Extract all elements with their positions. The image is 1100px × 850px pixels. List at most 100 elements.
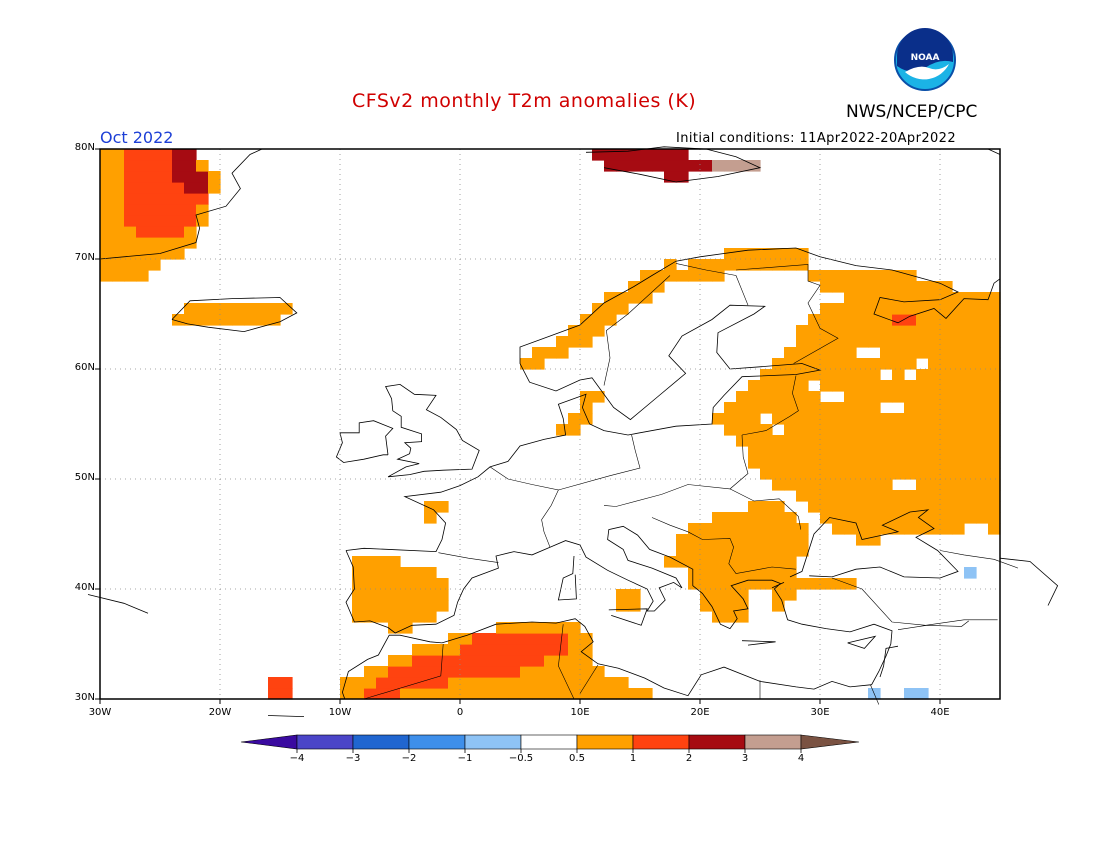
anomaly-cell bbox=[904, 281, 917, 293]
anomaly-cell bbox=[532, 347, 545, 359]
anomaly-cell bbox=[772, 369, 785, 381]
anomaly-cell bbox=[352, 677, 365, 689]
map-frame bbox=[99, 148, 1001, 700]
anomaly-cell bbox=[412, 600, 425, 612]
anomaly-cell bbox=[748, 534, 761, 546]
anomaly-cell bbox=[760, 391, 773, 403]
anomaly-cell bbox=[160, 149, 173, 161]
anomaly-cell bbox=[940, 479, 953, 491]
coastline bbox=[557, 555, 577, 601]
anomaly-cell bbox=[976, 292, 989, 304]
anomaly-cell bbox=[388, 655, 401, 667]
anomaly-cell bbox=[760, 457, 773, 469]
anomaly-cell bbox=[772, 523, 785, 535]
anomaly-cell bbox=[964, 457, 977, 469]
anomaly-cell bbox=[808, 270, 821, 282]
anomaly-cell bbox=[712, 413, 725, 425]
anomaly-cell bbox=[988, 325, 1001, 337]
anomaly-cell bbox=[184, 160, 197, 172]
anomaly-cell bbox=[652, 149, 665, 161]
anomaly-cell bbox=[724, 402, 737, 414]
anomaly-cell bbox=[520, 677, 533, 689]
anomaly-cell bbox=[940, 347, 953, 359]
anomaly-cell bbox=[136, 226, 149, 238]
colorbar-segment bbox=[688, 734, 746, 750]
anomaly-cell bbox=[844, 446, 857, 458]
anomaly-cell bbox=[928, 391, 941, 403]
anomaly-cell bbox=[952, 347, 965, 359]
anomaly-cell bbox=[568, 424, 581, 436]
anomaly-cell bbox=[832, 281, 845, 293]
anomaly-cell bbox=[580, 677, 593, 689]
anomaly-cell bbox=[268, 303, 281, 315]
anomaly-cell bbox=[952, 380, 965, 392]
anomaly-cell bbox=[952, 336, 965, 348]
anomaly-cell bbox=[748, 424, 761, 436]
anomaly-cell bbox=[172, 226, 185, 238]
anomaly-cell bbox=[676, 534, 689, 546]
anomaly-cell bbox=[808, 578, 821, 590]
anomaly-cell bbox=[988, 391, 1001, 403]
anomaly-cell bbox=[496, 644, 509, 656]
anomaly-cell bbox=[940, 314, 953, 326]
anomaly-cell bbox=[928, 314, 941, 326]
anomaly-cell bbox=[688, 259, 701, 271]
coastline bbox=[741, 640, 776, 646]
anomaly-cell bbox=[928, 424, 941, 436]
anomaly-cell bbox=[172, 215, 185, 227]
anomaly-cell bbox=[388, 688, 401, 700]
anomaly-cell bbox=[520, 688, 533, 700]
anomaly-cell bbox=[820, 468, 833, 480]
anomaly-cell bbox=[628, 688, 641, 700]
anomaly-cell bbox=[880, 391, 893, 403]
anomaly-cell bbox=[556, 666, 569, 678]
anomaly-cell bbox=[832, 578, 845, 590]
colorbar-arrow-high bbox=[800, 734, 860, 750]
anomaly-cell bbox=[100, 171, 113, 183]
anomaly-cell bbox=[112, 204, 125, 216]
anomaly-cell bbox=[508, 644, 521, 656]
anomaly-cell bbox=[832, 325, 845, 337]
anomaly-cell bbox=[868, 413, 881, 425]
anomaly-cell bbox=[244, 314, 257, 326]
anomaly-cell bbox=[760, 501, 773, 513]
anomaly-cell bbox=[880, 380, 893, 392]
country-border bbox=[897, 620, 969, 630]
anomaly-cell bbox=[628, 149, 641, 161]
anomaly-cell bbox=[844, 303, 857, 315]
anomaly-cell bbox=[868, 391, 881, 403]
anomaly-cell bbox=[772, 446, 785, 458]
anomaly-cell bbox=[784, 413, 797, 425]
anomaly-cell bbox=[844, 479, 857, 491]
anomaly-cell bbox=[736, 556, 749, 568]
anomaly-cell bbox=[568, 336, 581, 348]
anomaly-cell bbox=[904, 391, 917, 403]
anomaly-cell bbox=[376, 578, 389, 590]
anomaly-cell bbox=[880, 457, 893, 469]
anomaly-cell bbox=[592, 688, 605, 700]
anomaly-cell bbox=[724, 523, 737, 535]
anomaly-cell bbox=[856, 292, 869, 304]
anomaly-cell bbox=[640, 270, 653, 282]
anomaly-cell bbox=[964, 369, 977, 381]
anomaly-cell bbox=[544, 347, 557, 359]
anomaly-cell bbox=[220, 303, 233, 315]
anomaly-cell bbox=[388, 578, 401, 590]
anomaly-cell bbox=[976, 479, 989, 491]
anomaly-cell bbox=[904, 292, 917, 304]
anomaly-cell bbox=[844, 578, 857, 590]
anomaly-cell bbox=[724, 259, 737, 271]
anomaly-cell bbox=[880, 314, 893, 326]
anomaly-cell bbox=[916, 688, 929, 700]
anomaly-cell bbox=[364, 688, 377, 700]
anomaly-cell bbox=[952, 413, 965, 425]
anomaly-cell bbox=[592, 666, 605, 678]
anomaly-cell bbox=[796, 424, 809, 436]
anomaly-cell bbox=[700, 160, 713, 172]
anomaly-cell bbox=[124, 215, 137, 227]
anomaly-cell bbox=[604, 314, 617, 326]
anomaly-cell bbox=[148, 226, 161, 238]
anomaly-cell bbox=[340, 677, 353, 689]
anomaly-cell bbox=[916, 391, 929, 403]
anomaly-cell bbox=[736, 523, 749, 535]
